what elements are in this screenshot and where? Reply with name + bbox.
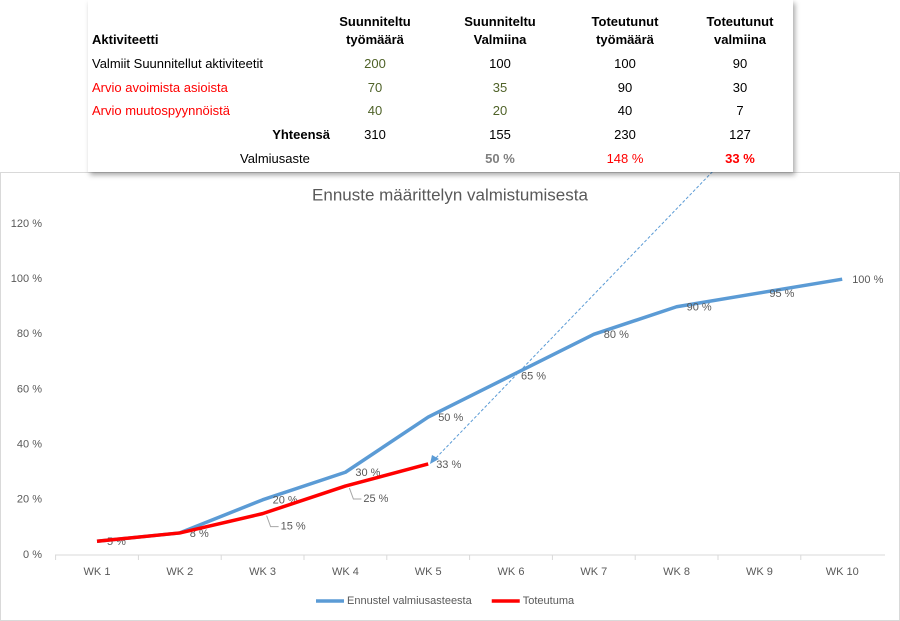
table-cell: 127 bbox=[729, 127, 751, 142]
summary-table: Aktiviteetti Suunniteltu työmäärä Suunnite… bbox=[88, 0, 793, 172]
data-label: 30 % bbox=[355, 467, 380, 479]
row-label: Arvio muutospyynnöistä bbox=[92, 103, 231, 118]
x-tick-label: WK 7 bbox=[580, 566, 607, 578]
table-cell: 35 bbox=[492, 80, 508, 95]
y-tick-label: 120 % bbox=[11, 218, 42, 230]
leader-line bbox=[266, 515, 279, 528]
y-tick-label: 40 % bbox=[17, 439, 42, 451]
header-cell: Toteutunut työmäärä bbox=[591, 14, 659, 47]
table-cell: 90 bbox=[732, 56, 748, 71]
y-tick-label: 100 % bbox=[11, 273, 42, 285]
table-cell: 148 % bbox=[606, 151, 644, 166]
header-cell: Suunniteltu työmäärä bbox=[339, 14, 411, 47]
series-line bbox=[96, 462, 429, 543]
data-label: 15 % bbox=[281, 521, 306, 533]
table-cell: 100 bbox=[489, 56, 511, 71]
x-tick-label: WK 8 bbox=[663, 566, 690, 578]
table-cell: 90 bbox=[617, 80, 633, 95]
table-cell: 70 bbox=[367, 80, 383, 95]
y-tick-label: 80 % bbox=[17, 328, 42, 340]
data-label: 33 % bbox=[436, 459, 461, 471]
table-cell: 100 bbox=[614, 56, 636, 71]
chart-frame bbox=[0, 172, 900, 621]
header-cell: Toteutunut valmiina bbox=[706, 14, 774, 47]
table-cell: 7 bbox=[736, 103, 744, 118]
data-label: 100 % bbox=[852, 274, 883, 286]
x-tick-label: WK 4 bbox=[332, 566, 359, 578]
row-label: Yhteensä bbox=[272, 127, 330, 142]
row-label: Valmiit Suunnitellut aktiviteetit bbox=[92, 56, 264, 71]
data-label: 80 % bbox=[604, 329, 629, 341]
x-tick-label: WK 10 bbox=[826, 566, 859, 578]
table-cell: 20 bbox=[492, 103, 508, 118]
table-cell: 200 bbox=[364, 56, 386, 71]
table-cell: 40 bbox=[367, 103, 383, 118]
x-tick-label: WK 9 bbox=[746, 566, 773, 578]
data-label: 95 % bbox=[769, 288, 794, 300]
x-tick-label: WK 6 bbox=[498, 566, 525, 578]
leader-line bbox=[348, 487, 362, 500]
table-cell: 310 bbox=[364, 127, 386, 142]
header-cell: Suunniteltu Valmiina bbox=[464, 14, 536, 47]
arrow-head bbox=[430, 455, 439, 464]
table-cell: 230 bbox=[614, 127, 636, 142]
x-tick-label: WK 3 bbox=[249, 566, 276, 578]
row-label: Arvio avoimista asioista bbox=[92, 80, 228, 95]
x-tick-label: WK 2 bbox=[166, 566, 193, 578]
data-label: 25 % bbox=[363, 493, 388, 505]
y-tick-label: 60 % bbox=[17, 383, 42, 395]
x-tick-label: WK 5 bbox=[415, 566, 442, 578]
annotation-arrow bbox=[433, 167, 717, 461]
data-label: 50 % bbox=[438, 412, 463, 424]
table-cell: 33 % bbox=[725, 151, 755, 166]
table-cell: 40 bbox=[617, 103, 633, 118]
table-cell: 50 % bbox=[485, 151, 515, 166]
x-tick-label: WK 1 bbox=[84, 566, 111, 578]
header-cell: Aktiviteetti bbox=[92, 32, 159, 47]
series-line bbox=[96, 277, 843, 543]
data-label: 65 % bbox=[521, 371, 546, 383]
y-tick-label: 0 % bbox=[23, 549, 42, 561]
chart-title: Ennuste määrittelyn valmistumisesta bbox=[312, 185, 588, 204]
row-label: Valmiusaste bbox=[240, 151, 310, 166]
data-label: 90 % bbox=[687, 302, 712, 314]
legend-label: Ennustel valmiusasteesta bbox=[347, 595, 473, 607]
legend-label: Toteutuma bbox=[523, 595, 575, 607]
table-cell: 30 bbox=[732, 80, 748, 95]
table-cell: 155 bbox=[489, 127, 511, 142]
y-tick-label: 20 % bbox=[17, 494, 42, 506]
